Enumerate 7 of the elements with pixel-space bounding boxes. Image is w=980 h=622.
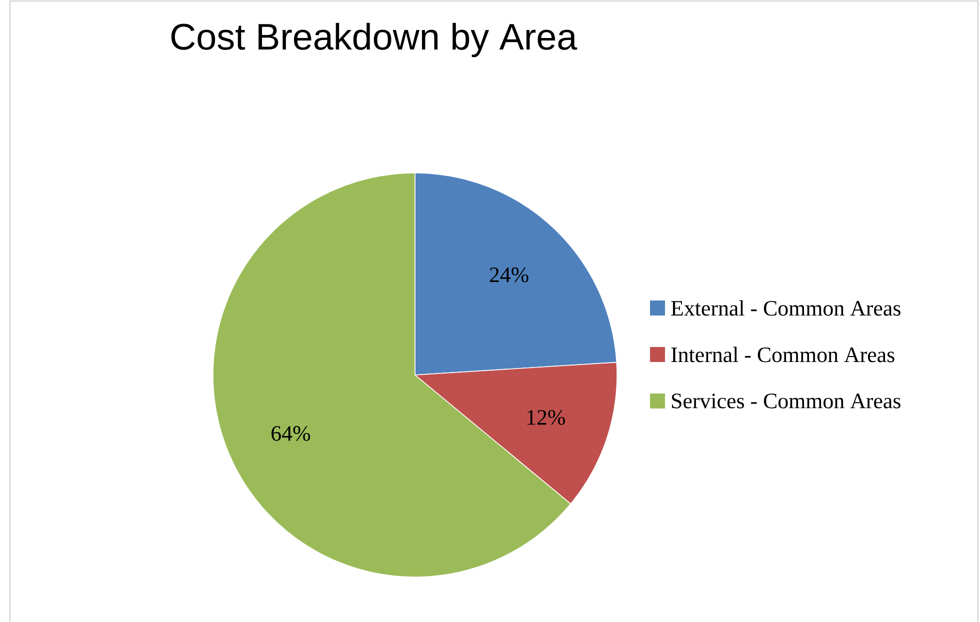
data-label: 12%: [527, 410, 565, 425]
legend-label: Services - Common Areas: [672, 394, 900, 408]
data-label: 24%: [490, 267, 528, 282]
chart-title: Cost Breakdown by Area: [171, 22, 578, 58]
legend-label: Internal - Common Areas: [671, 346, 894, 362]
data-label: 64%: [272, 426, 310, 441]
legend-label: External - Common Areas: [671, 300, 900, 316]
